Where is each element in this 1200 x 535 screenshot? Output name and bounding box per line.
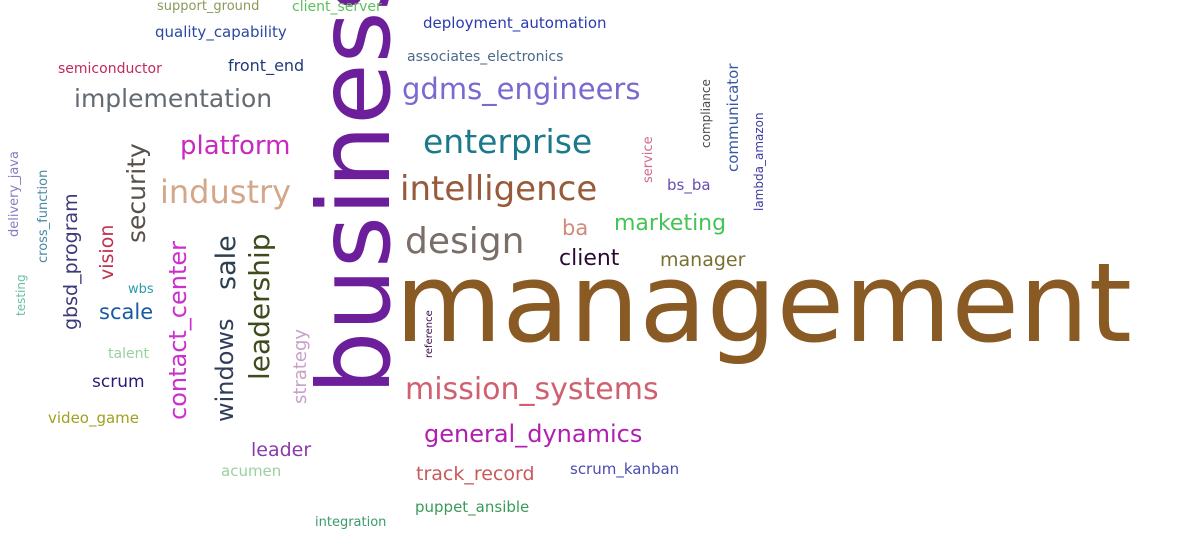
word-enterprise: enterprise: [423, 122, 593, 161]
word-implementation: implementation: [74, 84, 273, 113]
word-communicator: communicator: [724, 63, 742, 173]
word-business: business: [296, 0, 413, 395]
word-sale: sale: [211, 235, 242, 290]
word-bs-ba: bs_ba: [667, 176, 711, 194]
word-management: management: [395, 239, 1132, 367]
word-front-end: front_end: [228, 56, 305, 75]
word-windows: windows: [211, 318, 239, 422]
word-video-game: video_game: [48, 409, 140, 427]
word-support-ground: support_ground: [157, 0, 260, 14]
word-integration: integration: [315, 515, 387, 530]
word-industry: industry: [160, 173, 292, 211]
word-client: client: [559, 246, 620, 271]
word-general-dynamics: general_dynamics: [424, 420, 643, 448]
word-cross-function: cross_function: [36, 169, 51, 263]
word-associates-electronics: associates_electronics: [407, 49, 564, 65]
word-client-server: client_server: [292, 0, 382, 15]
word-gdms-engineers: gdms_engineers: [402, 72, 641, 106]
word-puppet-ansible: puppet_ansible: [415, 498, 530, 516]
word-quality-capability: quality_capability: [155, 23, 287, 41]
word-testing: testing: [14, 274, 28, 316]
word-compliance: compliance: [699, 79, 713, 148]
word-service: service: [641, 136, 656, 183]
word-intelligence: intelligence: [400, 169, 598, 209]
word-lambda-amazon: lambda_amazon: [752, 112, 766, 211]
word-security: security: [122, 143, 151, 243]
word-marketing: marketing: [614, 211, 727, 236]
word-mission-systems: mission_systems: [405, 372, 659, 407]
word-platform: platform: [180, 131, 291, 161]
word-gbsd-program: gbsd_program: [60, 193, 82, 330]
word-semiconductor: semiconductor: [58, 61, 162, 77]
word-track-record: track_record: [416, 463, 535, 485]
word-leader: leader: [251, 439, 312, 461]
word-strategy: strategy: [290, 328, 311, 404]
word-scale: scale: [99, 300, 154, 324]
word-design: design: [405, 221, 525, 262]
word-wbs: wbs: [128, 282, 154, 297]
word-contact-center: contact_center: [164, 240, 192, 420]
word-acumen: acumen: [221, 462, 282, 480]
word-talent: talent: [108, 346, 149, 362]
word-reference: reference: [424, 310, 435, 358]
word-delivery-java: delivery_java: [7, 151, 22, 237]
word-scrum-kanban: scrum_kanban: [570, 460, 680, 478]
word-manager: manager: [660, 249, 746, 271]
word-vision: vision: [96, 224, 118, 280]
word-scrum: scrum: [92, 372, 145, 392]
word-leadership: leadership: [243, 233, 276, 380]
word-ba: ba: [562, 216, 589, 240]
word-deployment-automation: deployment_automation: [423, 14, 607, 32]
